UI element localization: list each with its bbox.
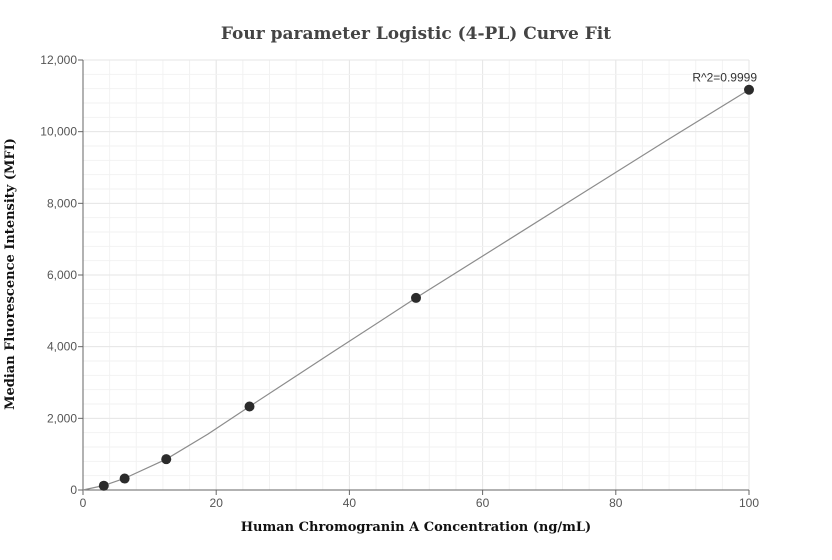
data-point <box>744 84 754 95</box>
y-tick-label: 12,000 <box>40 53 77 67</box>
x-tick-label: 0 <box>80 496 87 510</box>
x-tick-label: 20 <box>210 496 224 510</box>
x-tick-label: 100 <box>739 496 759 510</box>
fit-curve-layer <box>82 89 750 491</box>
y-tick-label: 4,000 <box>47 340 77 354</box>
data-point <box>119 473 130 484</box>
x-axis: 0 20 40 60 80 100 <box>80 490 759 510</box>
data-point <box>244 401 255 412</box>
grid <box>82 59 750 491</box>
data-point <box>98 480 109 491</box>
y-axis-title: Median Fluorescence Intensity (MFI) <box>3 138 18 410</box>
x-tick-label: 80 <box>609 496 623 510</box>
y-tick-label: 10,000 <box>40 125 77 139</box>
fit-curve-line <box>82 89 750 491</box>
data-points-layer <box>98 84 754 491</box>
y-tick-label: 2,000 <box>47 411 77 425</box>
x-axis-title: Human Chromogranin A Concentration (ng/m… <box>241 520 591 535</box>
y-axis: 0 2,000 4,000 6,000 8,000 10,000 12,000 <box>40 53 83 497</box>
data-point <box>411 292 421 303</box>
y-tick-label: 8,000 <box>47 196 77 210</box>
data-point <box>161 454 172 465</box>
x-tick-label: 40 <box>343 496 357 510</box>
y-tick-label: 6,000 <box>47 268 77 282</box>
annotations-layer: R^2=0.9999 <box>692 71 757 85</box>
chart-title: Four parameter Logistic (4-PL) Curve Fit <box>221 24 611 44</box>
x-tick-label: 60 <box>476 496 490 510</box>
y-tick-label: 0 <box>70 483 77 497</box>
r-squared-label: R^2=0.9999 <box>692 71 757 85</box>
